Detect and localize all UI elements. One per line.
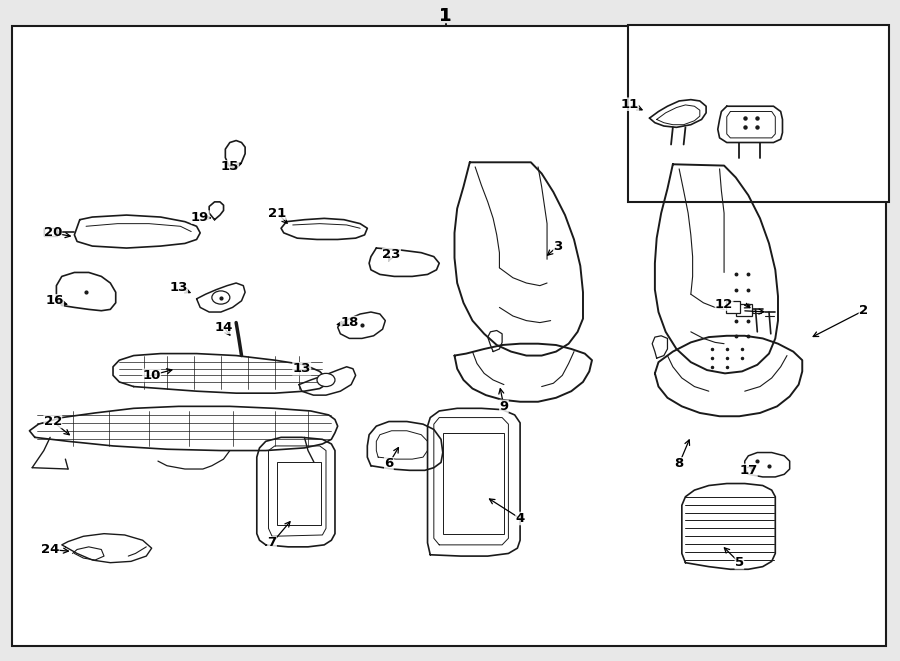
Text: 12: 12 [715,297,733,311]
Circle shape [212,291,230,304]
Text: 17: 17 [739,464,758,477]
Text: 20: 20 [43,226,62,239]
Text: 22: 22 [44,415,62,428]
Text: 2: 2 [859,304,868,317]
Text: 5: 5 [734,556,744,569]
Bar [443,434,504,533]
Text: 4: 4 [516,512,525,525]
Text: 1: 1 [439,7,452,25]
Bar [277,463,320,525]
Text: 10: 10 [142,369,161,382]
Bar [736,304,752,316]
Text: 11: 11 [621,98,639,111]
Bar [726,301,741,313]
Text: 21: 21 [268,207,286,219]
Text: 19: 19 [191,211,210,223]
Text: 6: 6 [384,457,393,470]
Text: 24: 24 [40,543,59,556]
Text: 1: 1 [439,7,452,25]
Bar [44,227,58,235]
Bar [628,25,888,202]
Text: 3: 3 [554,239,562,253]
Text: 9: 9 [500,400,508,413]
Text: 15: 15 [220,161,239,173]
Text: 13: 13 [169,281,188,294]
Text: 23: 23 [382,248,400,261]
Text: 14: 14 [214,321,233,334]
Text: 16: 16 [45,294,64,307]
Text: 8: 8 [674,457,684,470]
Text: 13: 13 [292,362,310,375]
Text: 7: 7 [267,536,276,549]
Circle shape [317,373,335,387]
Text: 18: 18 [340,316,358,329]
